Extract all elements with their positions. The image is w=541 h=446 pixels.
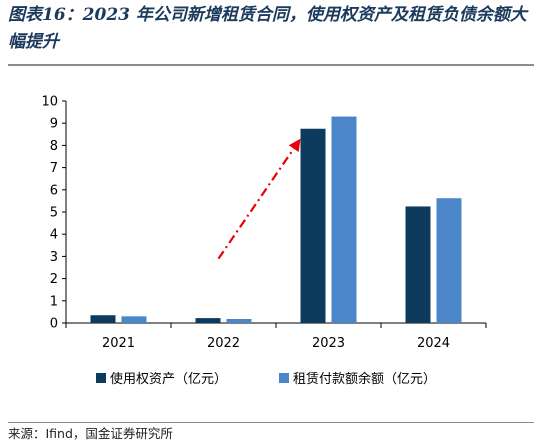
legend-label-1: 使用权资产（亿元） <box>110 371 227 387</box>
bar-series2-2022 <box>226 319 252 323</box>
legend-swatch-1 <box>96 373 106 383</box>
y-tick-label: 9 <box>50 117 58 132</box>
legend: 使用权资产（亿元） 租赁付款额余额（亿元） <box>96 371 436 387</box>
chart-frame: 0 1 2 3 4 5 6 7 8 9 10 2021 2022 2023 2024 使用权资产（亿元） 租… <box>8 64 534 423</box>
y-tick-label: 4 <box>50 228 58 243</box>
bar-series1-2021 <box>90 315 116 323</box>
legend-swatch-2 <box>279 373 289 383</box>
bar-series1-2024 <box>405 206 431 323</box>
x-tick-label: 2023 <box>312 336 345 351</box>
y-tick-label: 6 <box>50 183 58 198</box>
bar-chart: 0 1 2 3 4 5 6 7 8 9 10 2021 2022 2023 2024 使用权资产（亿元） 租… <box>41 95 487 387</box>
y-axis: 0 1 2 3 4 5 6 7 8 9 10 <box>41 95 67 332</box>
figure-title: 图表16：2023 年公司新增租赁合同，使用权资产及租赁负债余额大幅提升 <box>8 5 527 52</box>
legend-label-2: 租赁付款额余额（亿元） <box>293 371 436 387</box>
y-tick-label: 8 <box>50 139 58 154</box>
y-tick-label: 1 <box>50 294 58 309</box>
y-tick-label: 0 <box>50 317 58 332</box>
y-tick-label: 5 <box>50 206 58 221</box>
y-tick-label: 7 <box>50 161 58 176</box>
arrow-head <box>288 138 301 153</box>
x-axis: 2021 2022 2023 2024 <box>65 322 487 351</box>
y-tick-label: 10 <box>41 95 58 110</box>
x-tick-label: 2021 <box>102 336 135 351</box>
bars <box>90 116 462 323</box>
y-tick-label: 3 <box>50 250 58 265</box>
y-tick-label: 2 <box>50 272 58 287</box>
arrow-shaft <box>217 148 295 260</box>
bar-series1-2022 <box>195 318 221 323</box>
bar-series1-2023 <box>300 128 326 323</box>
source-note: 来源：Ifind，国金证券研究所 <box>8 426 173 441</box>
bar-series2-2021 <box>121 316 147 323</box>
bar-series2-2023 <box>331 116 357 323</box>
x-tick-label: 2022 <box>207 336 240 351</box>
bar-series2-2024 <box>436 198 462 323</box>
x-tick-label: 2024 <box>417 336 450 351</box>
trend-arrow-annotation <box>217 138 301 260</box>
